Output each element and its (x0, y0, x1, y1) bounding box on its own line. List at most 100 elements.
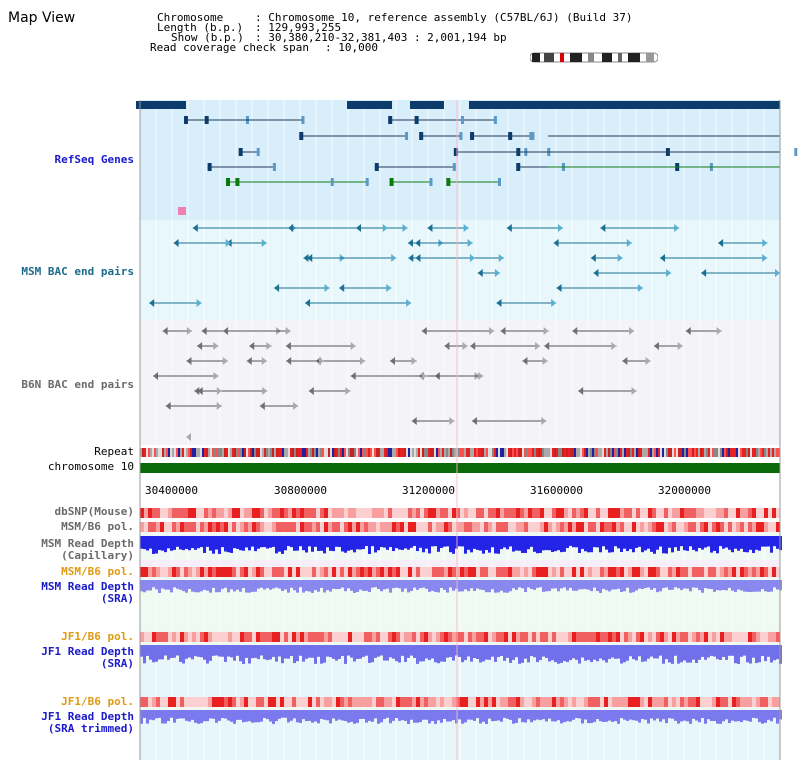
dbsnp-density[interactable] (720, 508, 724, 518)
jf1-depth-sra-bin[interactable] (227, 645, 230, 657)
refseq-marker[interactable] (178, 207, 186, 215)
repeat-element[interactable] (642, 448, 644, 457)
msm-b6-pol-bin[interactable] (164, 567, 168, 577)
repeat-element[interactable] (538, 448, 540, 457)
msm-b6-pol-bin[interactable] (244, 522, 248, 532)
jf1-depth-trim-bin[interactable] (206, 710, 209, 722)
jf1-depth-trim-bin[interactable] (443, 710, 446, 719)
dbsnp-density[interactable] (384, 508, 388, 518)
repeat-element[interactable] (436, 448, 438, 457)
jf1-b6-pol-bin[interactable] (596, 697, 600, 707)
msm-b6-pol-bin[interactable] (644, 567, 648, 577)
jf1-depth-sra-bin[interactable] (758, 645, 761, 663)
jf1-b6-pol-bin[interactable] (628, 697, 632, 707)
repeat-element[interactable] (166, 448, 168, 457)
jf1-depth-sra-bin[interactable] (356, 645, 359, 659)
msm-depth-sra-bin[interactable] (713, 580, 716, 592)
msm-depth-capillary-bin[interactable] (188, 536, 191, 551)
repeat-element[interactable] (296, 448, 298, 457)
jf1-b6-pol-bin[interactable] (428, 697, 432, 707)
repeat-element[interactable] (260, 448, 262, 457)
repeat-element[interactable] (430, 448, 432, 457)
jf1-b6-pol-bin[interactable] (224, 697, 228, 707)
jf1-b6-pol-bin[interactable] (676, 632, 680, 642)
msm-b6-pol-bin[interactable] (348, 522, 352, 532)
msm-depth-capillary-bin[interactable] (326, 536, 329, 548)
msm-b6-pol-bin[interactable] (156, 522, 160, 532)
msm-b6-pol-bin[interactable] (244, 567, 248, 577)
msm-b6-pol-bin[interactable] (616, 522, 620, 532)
jf1-b6-pol-bin[interactable] (148, 632, 152, 642)
msm-depth-sra-bin[interactable] (251, 580, 254, 592)
msm-depth-capillary-bin[interactable] (425, 536, 428, 549)
msm-depth-capillary-bin[interactable] (479, 536, 482, 551)
msm-b6-pol-bin[interactable] (148, 567, 152, 577)
jf1-depth-trim-bin[interactable] (653, 710, 656, 721)
repeat-element[interactable] (450, 448, 452, 457)
repeat-element[interactable] (244, 448, 246, 457)
jf1-depth-sra-bin[interactable] (185, 645, 188, 659)
msm-depth-sra-bin[interactable] (674, 580, 677, 588)
jf1-depth-trim-bin[interactable] (731, 710, 734, 721)
msm-b6-pol-bin[interactable] (640, 567, 644, 577)
track-label-jf1-depth-trim[interactable]: JF1 Read Depth (41, 710, 134, 723)
msm-depth-capillary-bin[interactable] (668, 536, 671, 548)
repeat-element[interactable] (420, 448, 422, 457)
msm-depth-sra-bin[interactable] (557, 580, 560, 592)
jf1-depth-trim-bin[interactable] (488, 710, 491, 719)
jf1-b6-pol-bin[interactable] (344, 632, 348, 642)
msm-b6-pol-bin[interactable] (180, 567, 184, 577)
msm-b6-pol-bin[interactable] (408, 567, 412, 577)
jf1-b6-pol-bin[interactable] (212, 697, 216, 707)
jf1-depth-sra-bin[interactable] (521, 645, 524, 663)
jf1-b6-pol-bin[interactable] (268, 697, 272, 707)
dbsnp-density[interactable] (552, 508, 556, 518)
msm-b6-pol-bin[interactable] (624, 567, 628, 577)
msm-bac-end[interactable] (149, 299, 155, 307)
jf1-depth-trim-bin[interactable] (521, 710, 524, 723)
jf1-b6-pol-bin[interactable] (216, 632, 220, 642)
msm-b6-pol-bin[interactable] (360, 567, 364, 577)
dbsnp-density[interactable] (376, 508, 380, 518)
jf1-depth-trim-bin[interactable] (437, 710, 440, 721)
repeat-element[interactable] (198, 448, 200, 457)
jf1-depth-sra-bin[interactable] (728, 645, 731, 656)
dbsnp-density[interactable] (548, 508, 552, 518)
jf1-b6-pol-bin[interactable] (224, 632, 228, 642)
msm-depth-sra-bin[interactable] (656, 580, 659, 593)
jf1-b6-pol-bin[interactable] (480, 697, 484, 707)
msm-b6-pol-bin[interactable] (236, 522, 240, 532)
msm-depth-capillary-bin[interactable] (530, 536, 533, 547)
msm-depth-sra-bin[interactable] (431, 580, 434, 591)
jf1-depth-trim-bin[interactable] (185, 710, 188, 721)
msm-depth-capillary-bin[interactable] (485, 536, 488, 551)
jf1-depth-trim-bin[interactable] (665, 710, 668, 724)
msm-b6-pol-bin[interactable] (312, 522, 316, 532)
b6n-bac-end[interactable] (622, 357, 628, 365)
msm-b6-pol-bin[interactable] (604, 522, 608, 532)
jf1-b6-pol-bin[interactable] (172, 697, 176, 707)
repeat-element[interactable] (496, 448, 498, 457)
jf1-b6-pol-bin[interactable] (608, 632, 612, 642)
b6n-bac-end[interactable] (262, 387, 268, 395)
msm-depth-capillary-bin[interactable] (362, 536, 365, 550)
refseq-exon[interactable] (493, 116, 497, 124)
msm-b6-pol-bin[interactable] (508, 522, 512, 532)
jf1-depth-sra-bin[interactable] (218, 645, 221, 657)
repeat-element[interactable] (272, 448, 274, 457)
dbsnp-density[interactable] (408, 508, 412, 518)
jf1-depth-sra-bin[interactable] (578, 645, 581, 664)
jf1-depth-sra-bin[interactable] (338, 645, 341, 659)
msm-depth-sra-bin[interactable] (719, 580, 722, 591)
repeat-element[interactable] (748, 448, 750, 457)
msm-b6-pol-bin[interactable] (688, 522, 692, 532)
jf1-b6-pol-bin[interactable] (304, 632, 308, 642)
repeat-element[interactable] (666, 448, 668, 457)
jf1-depth-sra-bin[interactable] (695, 645, 698, 664)
repeat-element[interactable] (294, 448, 296, 457)
dbsnp-density[interactable] (504, 508, 508, 518)
msm-depth-capillary-bin[interactable] (176, 536, 179, 547)
repeat-element[interactable] (406, 448, 408, 457)
repeat-element[interactable] (742, 448, 744, 457)
msm-b6-pol-bin[interactable] (528, 567, 532, 577)
